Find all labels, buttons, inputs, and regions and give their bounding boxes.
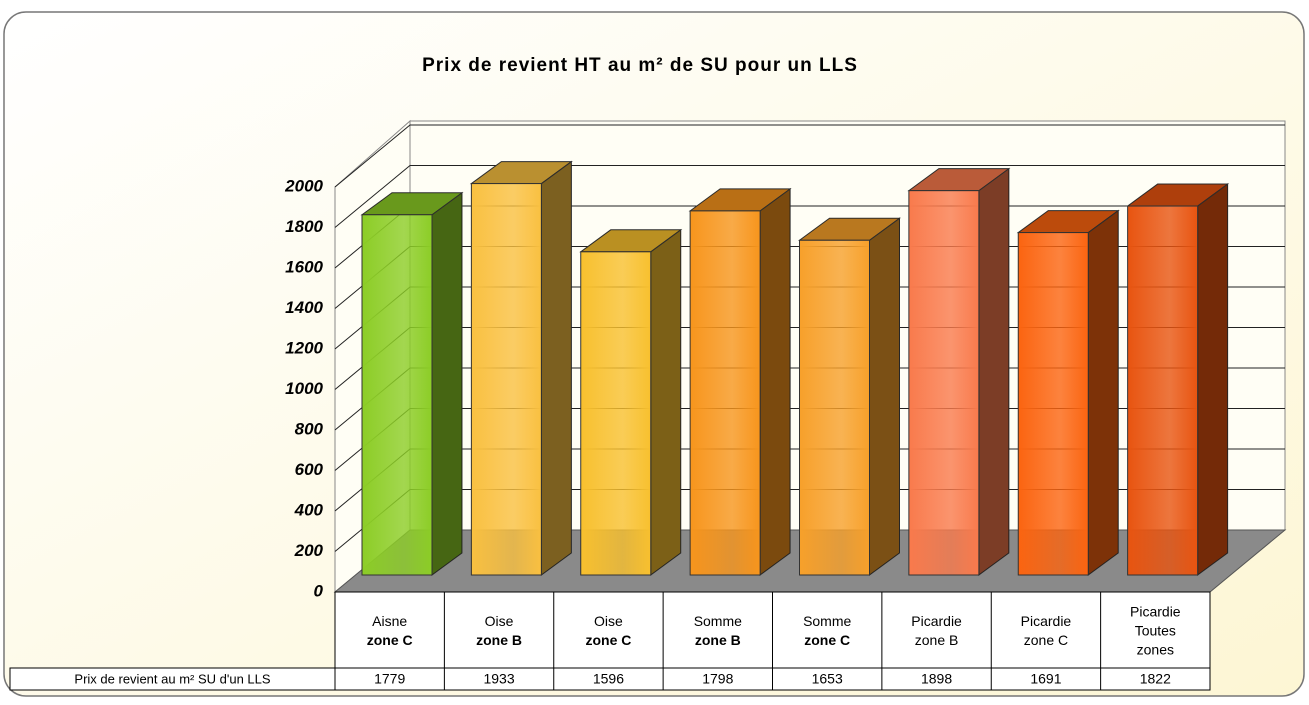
category-label: zones [1137, 642, 1174, 658]
category-label: Picardie [911, 613, 962, 629]
bar-top-shade [362, 192, 462, 215]
bar [580, 251, 652, 576]
category-label: Oise [594, 613, 623, 629]
bar-side-shade [432, 192, 462, 575]
bar-top-shade [580, 229, 681, 252]
category-label: Oise [485, 613, 514, 629]
table-row [9, 667, 1211, 691]
value-cell: 1898 [921, 671, 952, 687]
bar-side-shade [541, 161, 572, 575]
value-cell: 1596 [593, 671, 624, 687]
y-tick-label: 0 [314, 581, 324, 600]
y-tick-label: 1200 [285, 338, 323, 357]
bar [361, 214, 433, 576]
bar [689, 210, 761, 576]
chart-title: Prix de revient HT au m² de SU pour un L… [422, 55, 858, 76]
value-cell: 1779 [374, 671, 405, 687]
value-cell: 1822 [1140, 671, 1171, 687]
bar-side-shade [1197, 184, 1228, 576]
category-label: zone B [476, 632, 522, 648]
bar-side-shade [978, 168, 1009, 575]
value-cell: 1691 [1030, 671, 1061, 687]
category-label: zone C [585, 632, 631, 648]
category-label: Somme [694, 613, 742, 629]
value-cell: 1933 [483, 671, 514, 687]
category-label: zone C [1024, 632, 1068, 648]
bar-side-shade [1088, 210, 1119, 575]
category-label: Toutes [1135, 623, 1176, 639]
bar-top-shade [1018, 210, 1119, 233]
grid-line [334, 165, 1285, 228]
bar [1127, 205, 1199, 576]
bar-top-shade [908, 168, 1009, 191]
category-label: Aisne [372, 613, 407, 629]
bar-top-shade [799, 218, 900, 241]
y-tick-label: 200 [294, 541, 324, 560]
y-tick-label: 800 [295, 419, 324, 438]
category-label: zone C [804, 632, 850, 648]
category-label: zone B [695, 632, 741, 648]
bar-top-shade [690, 188, 791, 211]
category-label: zone B [915, 632, 959, 648]
grid-line [334, 124, 1285, 188]
y-tick-label: 2000 [284, 176, 323, 195]
bar [908, 190, 980, 576]
row-label: Prix de revient au m² SU d'un LLS [74, 671, 270, 686]
y-tick-label: 1400 [285, 298, 323, 317]
category-label: Picardie [1130, 604, 1181, 620]
y-tick-label: 400 [294, 500, 324, 519]
bar-side-shade [869, 218, 900, 575]
bar [470, 183, 542, 576]
value-cell: 1653 [812, 671, 843, 687]
y-tick-label: 600 [295, 460, 324, 479]
y-tick-label: 1000 [285, 379, 323, 398]
y-tick-label: 1800 [285, 217, 323, 236]
y-tick-label: 1600 [285, 257, 323, 276]
value-cell: 1798 [702, 671, 733, 687]
bar-top-shade [471, 161, 572, 184]
bar [1017, 232, 1089, 576]
category-label: zone C [367, 632, 413, 648]
bar-side-shade [760, 188, 791, 575]
bar-side-shade [650, 229, 681, 575]
bar [799, 239, 870, 576]
category-label: Somme [803, 613, 851, 629]
category-label: Picardie [1021, 613, 1072, 629]
bar-top-shade [1127, 184, 1228, 207]
